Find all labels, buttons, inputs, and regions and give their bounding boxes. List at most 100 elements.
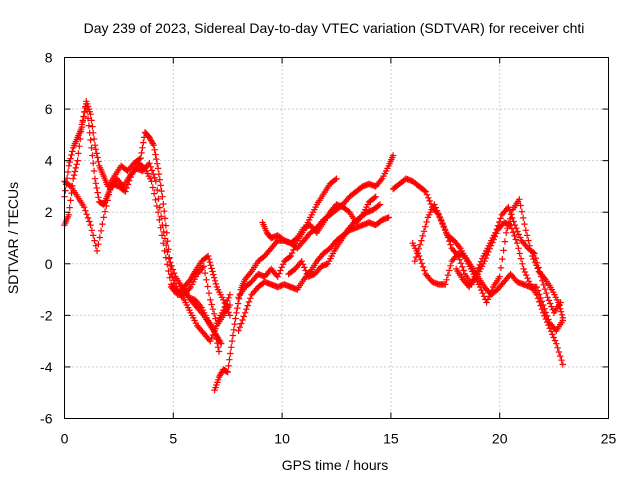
data-point — [149, 184, 156, 191]
data-point — [211, 327, 218, 334]
data-point — [161, 235, 169, 242]
data-point — [534, 287, 542, 294]
data-point — [558, 311, 566, 318]
y-tick-label: -4 — [40, 359, 53, 375]
data-point — [291, 243, 298, 250]
data-point — [93, 247, 101, 255]
data-point — [517, 255, 525, 262]
data-point — [419, 263, 427, 271]
data-point — [166, 274, 173, 281]
data-point — [220, 307, 227, 314]
series-trace-c — [61, 160, 223, 355]
data-point — [541, 305, 548, 312]
data-point — [165, 267, 172, 275]
data-point — [226, 312, 234, 319]
data-point — [411, 258, 418, 265]
data-point — [148, 167, 156, 174]
data-point — [139, 144, 146, 151]
data-point — [164, 248, 171, 256]
data-point — [211, 277, 219, 284]
data-point — [475, 264, 482, 272]
data-point — [137, 154, 144, 162]
data-point — [226, 291, 234, 298]
data-point — [241, 309, 249, 316]
data-point — [94, 189, 101, 196]
data-point — [517, 202, 524, 209]
data-point — [425, 194, 432, 201]
data-point — [279, 261, 287, 268]
data-point — [160, 200, 167, 208]
series-trace-m — [409, 240, 566, 334]
data-point — [197, 302, 204, 310]
data-point — [509, 214, 516, 222]
data-point — [375, 202, 382, 209]
x-tick-label: 25 — [601, 431, 617, 447]
data-point — [539, 277, 546, 284]
data-point — [222, 302, 230, 310]
data-point — [376, 201, 384, 208]
data-point — [545, 316, 552, 323]
data-point — [540, 301, 547, 309]
data-point — [154, 160, 161, 167]
data-point — [332, 176, 339, 183]
data-point — [89, 123, 96, 130]
data-point — [67, 197, 74, 204]
data-point — [207, 262, 214, 269]
data-point — [532, 254, 539, 262]
data-point — [226, 356, 233, 363]
data-point — [150, 142, 157, 149]
data-point — [151, 190, 158, 197]
data-point — [100, 214, 107, 221]
data-point — [513, 225, 520, 232]
data-point — [205, 290, 213, 297]
data-point — [423, 191, 431, 198]
data-point — [524, 275, 531, 282]
data-point — [90, 135, 98, 143]
data-point — [76, 143, 83, 150]
data-point — [559, 361, 566, 368]
data-point — [208, 334, 215, 342]
data-point — [94, 154, 101, 161]
data-point — [476, 261, 483, 268]
data-point — [146, 160, 153, 167]
data-point — [210, 271, 217, 278]
data-point — [551, 337, 559, 344]
data-point — [559, 317, 566, 324]
data-point — [435, 210, 442, 217]
y-tick-label: 8 — [45, 50, 53, 66]
data-point — [426, 197, 433, 205]
data-point — [389, 152, 397, 159]
data-point — [171, 269, 178, 277]
data-point — [292, 240, 300, 247]
data-point — [460, 267, 467, 274]
data-point — [91, 175, 99, 182]
data-point — [95, 194, 102, 201]
data-point — [520, 265, 527, 273]
data-point — [93, 150, 100, 157]
data-point — [549, 331, 556, 338]
data-point — [93, 184, 100, 192]
data-point — [71, 168, 79, 175]
data-point — [155, 170, 163, 178]
data-point — [83, 107, 91, 115]
data-point — [533, 283, 540, 291]
data-point — [79, 117, 86, 124]
data-point — [544, 294, 551, 301]
data-point — [89, 152, 96, 159]
data-point — [165, 255, 173, 262]
data-point — [422, 188, 429, 195]
data-point — [550, 334, 557, 341]
y-axis-label: SDTVAR / TECUs — [5, 182, 21, 294]
data-point — [432, 204, 439, 211]
data-point — [105, 191, 113, 198]
data-point — [516, 250, 523, 257]
plot-frame — [64, 57, 609, 419]
data-point — [547, 300, 554, 307]
data-point — [274, 273, 281, 280]
data-point — [536, 268, 543, 276]
data-point — [229, 332, 237, 339]
data-point — [522, 227, 529, 234]
data-point — [301, 264, 308, 271]
y-tick-label: -6 — [40, 411, 53, 427]
data-point — [523, 271, 530, 279]
